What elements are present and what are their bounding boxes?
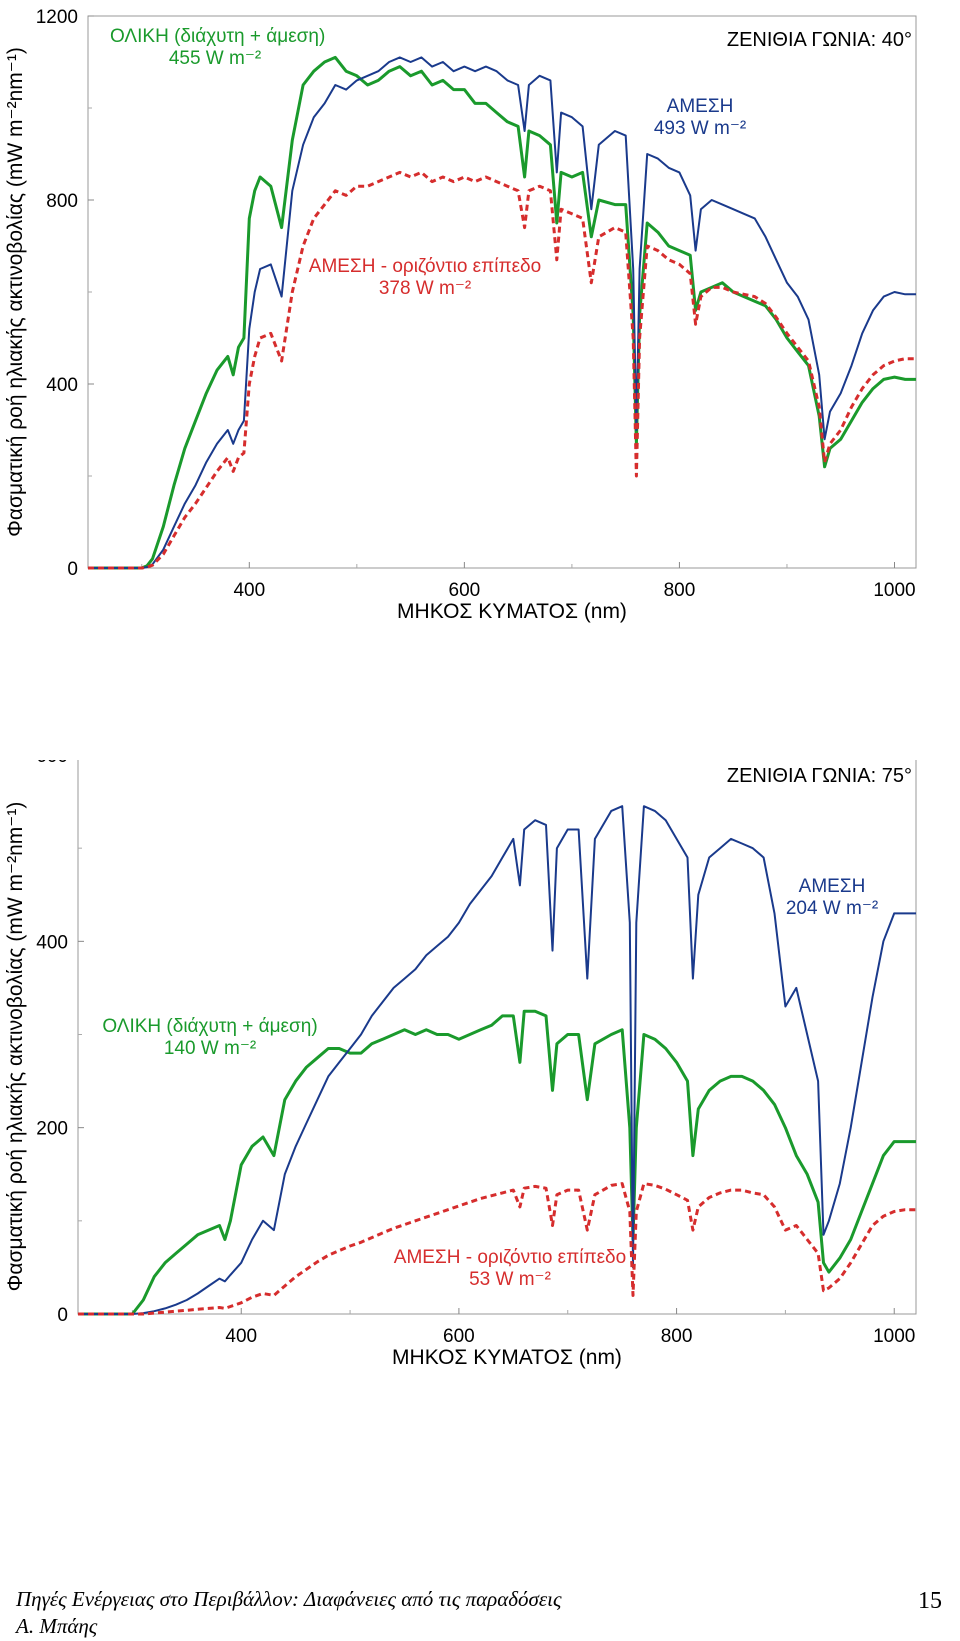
series-name-label: ΑΜΕΣΗ <box>667 96 734 117</box>
series-line-1 <box>88 56 916 569</box>
series-annotation-0: ΟΛΙΚΗ (διάχυτη + άμεση)455 W m⁻² <box>110 26 325 69</box>
footer-course-title: Πηγές Ενέργειας στο Περιβάλλον: Διαφάνει… <box>16 1587 562 1611</box>
x-tick-label: 400 <box>233 580 265 601</box>
footer-author: Α. Μπάης <box>16 1614 98 1638</box>
series-name-label: ΟΛΙΚΗ (διάχυτη + άμεση) <box>102 1016 317 1037</box>
x-tick-label: 800 <box>661 1326 693 1347</box>
x-tick-label: 1000 <box>873 1326 915 1347</box>
series-line-2 <box>78 1182 916 1316</box>
series-line-1 <box>78 805 916 1315</box>
page-number: 15 <box>918 1588 942 1614</box>
x-axis-label: ΜΗΚΟΣ ΚΥΜΑΤΟΣ (nm) <box>397 600 627 623</box>
y-tick-label: 200 <box>36 1119 68 1140</box>
series-value-label: 140 W m⁻² <box>164 1038 256 1059</box>
x-tick-label: 600 <box>449 580 481 601</box>
footer-caption: Πηγές Ενέργειας στο Περιβάλλον: Διαφάνει… <box>16 1586 562 1640</box>
x-tick-label: 600 <box>443 1326 475 1347</box>
page-footer: Πηγές Ενέργειας στο Περιβάλλον: Διαφάνει… <box>0 1586 960 1641</box>
y-tick-label: 0 <box>67 559 78 580</box>
series-name-label: ΑΜΕΣΗ <box>799 876 866 897</box>
y-tick-label: 800 <box>46 191 78 212</box>
series-annotation-0: ΟΛΙΚΗ (διάχυτη + άμεση)140 W m⁻² <box>102 1016 317 1059</box>
y-tick-label: 400 <box>36 932 68 953</box>
x-tick-label: 800 <box>664 580 696 601</box>
series-value-label: 53 W m⁻² <box>469 1269 551 1290</box>
series-line-2 <box>88 170 916 570</box>
series-value-label: 204 W m⁻² <box>786 898 878 919</box>
series-name-label: ΑΜΕΣΗ - οριζόντιο επίπεδο <box>394 1247 626 1268</box>
chart-title: ΖΕΝΙΘΙΑ ΓΩΝΙΑ: 40° <box>727 29 912 51</box>
series-value-label: 378 W m⁻² <box>379 278 471 299</box>
x-axis-label: ΜΗΚΟΣ ΚΥΜΑΤΟΣ (nm) <box>392 1346 622 1369</box>
y-tick-label: 600 <box>36 760 68 767</box>
chart-title: ΖΕΝΙΘΙΑ ΓΩΝΙΑ: 75° <box>727 765 912 787</box>
spectral-chart-zenith-40: 400 600 800 1000 0 400 800 1200 ΟΛΙΚΗ (διάχυτη +… <box>4 7 917 623</box>
series-value-label: 455 W m⁻² <box>169 48 261 69</box>
y-tick-label: 1200 <box>36 7 78 28</box>
y-axis-label: Φασματική ροή ηλιακής ακτινοβολίας (mW m… <box>4 802 27 1292</box>
y-axis-label: Φασματική ροή ηλιακής ακτινοβολίας (mW m… <box>4 47 27 537</box>
series-line-0 <box>78 1009 916 1316</box>
series-name-label: ΟΛΙΚΗ (διάχυτη + άμεση) <box>110 26 325 47</box>
plot-frame <box>87 15 917 569</box>
spectral-chart-zenith-75: 400 600 800 1000 0 200 400 600 ΟΛΙΚΗ (διάχυτη + … <box>4 760 917 1369</box>
series-value-label: 493 W m⁻² <box>654 118 746 139</box>
series-name-label: ΑΜΕΣΗ - οριζόντιο επίπεδο <box>309 256 541 277</box>
series-line-0 <box>88 55 916 570</box>
x-tick-label: 400 <box>225 1326 257 1347</box>
x-tick-label: 1000 <box>873 580 915 601</box>
y-tick-label: 400 <box>46 375 78 396</box>
y-tick-label: 0 <box>57 1305 68 1326</box>
